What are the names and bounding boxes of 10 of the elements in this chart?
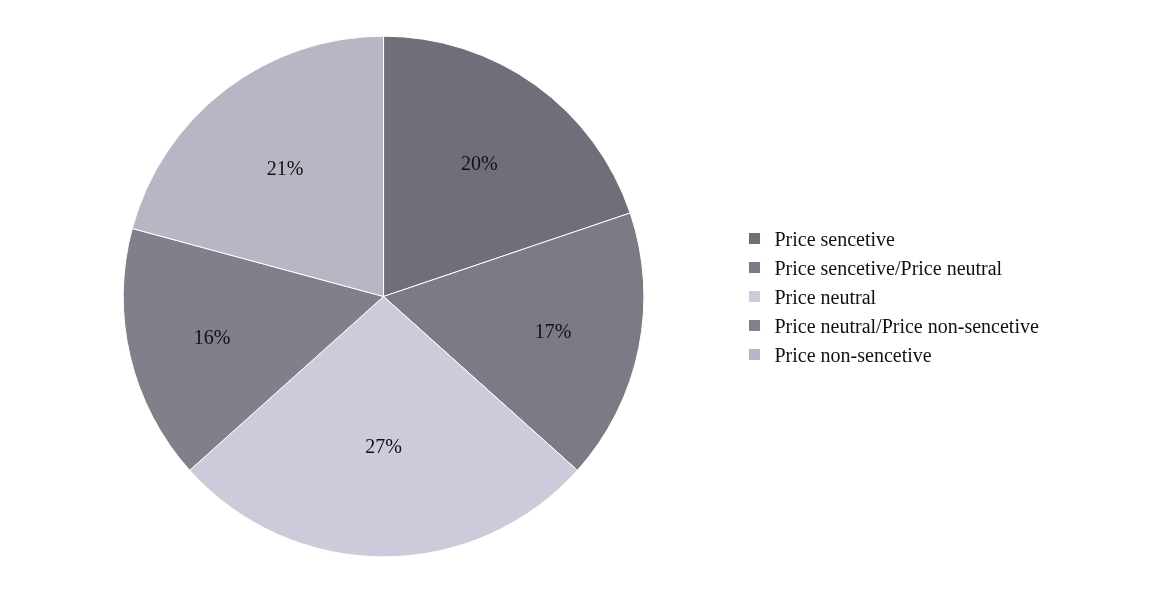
- data-label: 27%: [365, 434, 402, 457]
- legend-label: Price sencetive/Price neutral: [774, 257, 1003, 280]
- legend-label: Price neutral: [774, 286, 877, 309]
- data-label: 16%: [193, 326, 231, 349]
- legend-label: Price non-sencetive: [774, 344, 932, 367]
- legend-label: Price neutral/Price non-sencetive: [774, 315, 1039, 338]
- data-label: 17%: [534, 320, 572, 343]
- legend-label: Price sencetive: [774, 228, 896, 251]
- data-label: 21%: [266, 156, 304, 179]
- data-label: 20%: [461, 151, 498, 174]
